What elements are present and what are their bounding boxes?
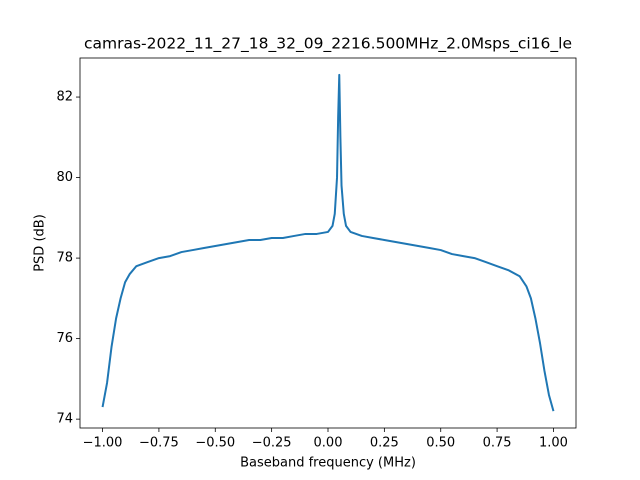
y-tick-label: 82 [56,90,73,105]
x-axis-label: Baseband frequency (MHz) [240,456,416,471]
y-axis-label: PSD (dB) [33,214,48,272]
y-tick-label: 74 [56,412,73,427]
y-tick-label: 80 [56,170,73,185]
chart-title: camras-2022_11_27_18_32_09_2216.500MHz_2… [84,35,572,54]
x-tick-label: −0.50 [195,436,235,451]
x-tick-label: −0.75 [139,436,179,451]
y-tick-label: 78 [56,251,73,266]
x-tick-label: −1.00 [83,436,123,451]
psd-line [101,73,555,412]
x-tick-label: 0.00 [314,436,343,451]
x-tick-label: 1.00 [539,436,568,451]
x-tick-label: 0.75 [483,436,512,451]
x-tick-label: 0.25 [370,436,399,451]
x-tick-label: −0.25 [252,436,292,451]
y-tick-label: 76 [56,331,73,346]
x-tick-label: 0.50 [426,436,455,451]
